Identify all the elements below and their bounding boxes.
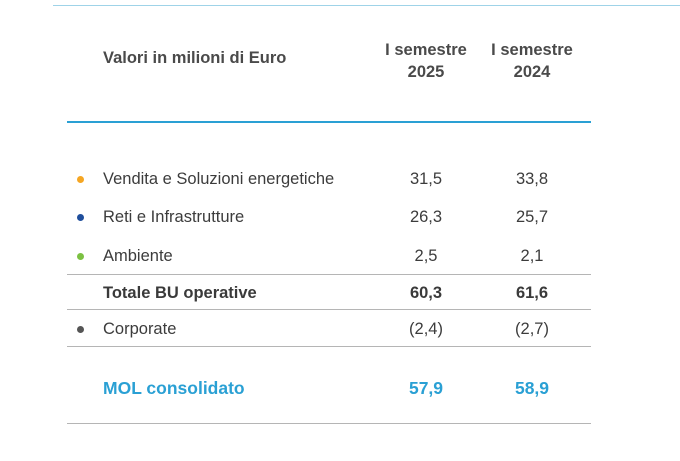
column-header-2024-line2: 2024 [513, 63, 551, 81]
column-header-2025-line2: 2025 [407, 63, 445, 81]
value-2025: 57,9 [408, 378, 444, 398]
table-row-mol: MOL consolidato 57,9 58,9 [67, 376, 591, 400]
column-header-2025-line1: I semestre [385, 41, 467, 59]
bullet-grey-icon [77, 326, 84, 333]
table-row-reti: Reti e Infrastrutture 26,3 25,7 [67, 206, 591, 230]
value-2024: 25,7 [515, 208, 549, 226]
row-label: MOL consolidato [103, 378, 245, 398]
row-label: Vendita e Soluzioni energetiche [103, 170, 335, 188]
bullet-green-icon [77, 253, 84, 260]
table-row-ambiente: Ambiente 2,5 2,1 [67, 245, 591, 269]
column-header-2025: I semestre 2025 [371, 39, 481, 83]
table-bottom-rule [67, 423, 591, 424]
value-2025: (2,4) [409, 320, 443, 338]
header-label: Valori in milioni di Euro [103, 49, 287, 67]
row-divider [67, 346, 591, 347]
value-2024: 61,6 [515, 284, 549, 302]
value-2024: (2,7) [515, 320, 549, 338]
value-2025: 2,5 [414, 247, 438, 265]
value-2025: 26,3 [409, 208, 443, 226]
table-row-totale-bu: Totale BU operative 60,3 61,6 [67, 282, 591, 306]
table-row-corporate: Corporate (2,4) (2,7) [67, 318, 591, 342]
column-header-2024-line1: I semestre [491, 41, 573, 59]
row-label: Corporate [103, 320, 177, 338]
value-2025: 31,5 [409, 170, 443, 188]
table-row-vendita: Vendita e Soluzioni energetiche 31,5 33,… [67, 168, 591, 192]
header-divider [67, 121, 591, 123]
row-label: Reti e Infrastrutture [103, 208, 245, 226]
row-divider [67, 309, 591, 310]
value-2025: 60,3 [409, 284, 443, 302]
value-2024: 58,9 [514, 378, 550, 398]
value-2024: 2,1 [520, 247, 544, 265]
row-label: Ambiente [103, 247, 173, 265]
column-header-2024: I semestre 2024 [477, 39, 587, 83]
bullet-blue-icon [77, 214, 84, 221]
value-2024: 33,8 [515, 170, 549, 188]
row-divider [67, 274, 591, 275]
row-label: Totale BU operative [103, 284, 257, 302]
bullet-orange-icon [77, 176, 84, 183]
top-rule [53, 5, 680, 6]
